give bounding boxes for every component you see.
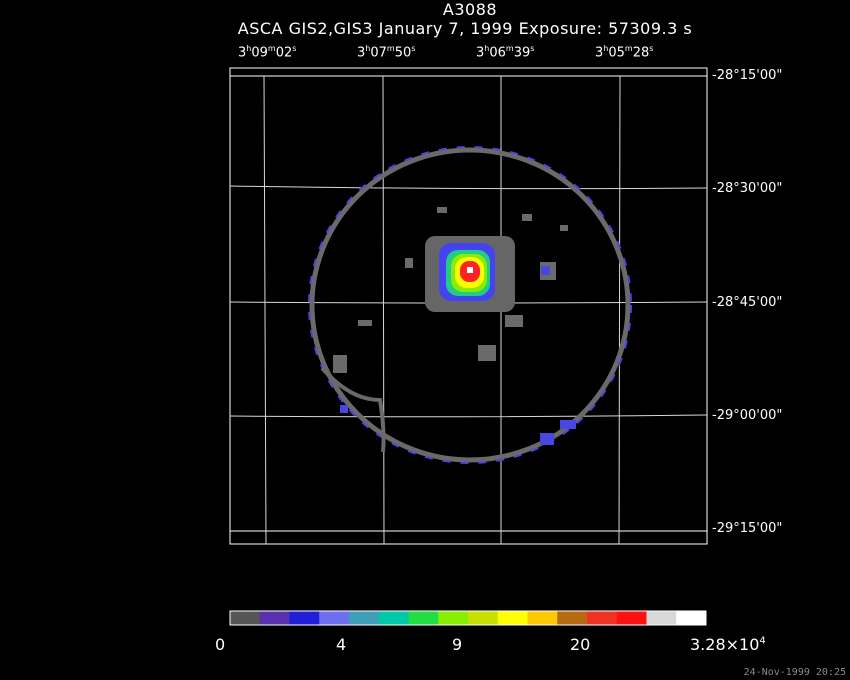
color-bar-segment — [468, 611, 499, 625]
color-bar-segment — [497, 611, 528, 625]
color-bar-segment — [349, 611, 380, 625]
color-bar-frame — [229, 610, 707, 626]
color-bar-segment — [289, 611, 320, 625]
color-bar-label: 9 — [452, 635, 463, 654]
color-bar-segment — [319, 611, 350, 625]
ra-tick-label: 3h09m02s — [238, 44, 297, 61]
dec-grid-line — [229, 414, 708, 418]
dec-tick-label: -29°15'00" — [712, 521, 783, 536]
color-bar-segment — [587, 611, 618, 625]
color-bar-label: 20 — [570, 635, 591, 654]
ra-tick-label: 3h07m50s — [357, 44, 416, 61]
color-bar — [230, 611, 707, 625]
dec-tick-label: -28°15'00" — [712, 68, 783, 83]
color-bar-segment — [676, 611, 707, 625]
dec-tick-label: -28°30'00" — [712, 181, 783, 196]
color-bar-segment — [616, 611, 647, 625]
image-subtitle: ASCA GIS2,GIS3 January 7, 1999 Exposure:… — [237, 19, 693, 38]
detector-ring — [308, 146, 632, 464]
ra-grid-line — [263, 75, 267, 545]
color-bar-segment — [557, 611, 588, 625]
dec-tick-label: -28°45'00" — [712, 295, 783, 310]
timestamp: 24-Nov-1999 20:25 — [743, 667, 846, 678]
blue-emission-spots — [340, 266, 576, 445]
color-bar-label: 0 — [215, 635, 226, 654]
color-bar-segment — [438, 611, 469, 625]
color-bar-segment — [259, 611, 290, 625]
ra-grid-line — [618, 75, 621, 545]
color-bar-segment — [646, 611, 677, 625]
color-bar-segment — [378, 611, 409, 625]
ra-tick-label: 3h05m28s — [595, 44, 654, 61]
dec-grid-line — [229, 185, 708, 190]
image-title: A3088 — [442, 0, 498, 19]
color-bar-label: 4 — [336, 635, 347, 654]
plot-inner-frame — [229, 75, 708, 532]
color-bar-segment — [408, 611, 439, 625]
color-bar-label: 3.28×104 — [690, 635, 766, 654]
dec-tick-label: -29°00'00" — [712, 408, 783, 423]
cluster-source — [425, 236, 515, 312]
color-bar-segment — [527, 611, 558, 625]
diffuse-emission — [333, 207, 568, 373]
ra-grid-line — [382, 75, 385, 545]
color-bar-segment — [230, 611, 261, 625]
ra-tick-label: 3h06m39s — [476, 44, 535, 61]
